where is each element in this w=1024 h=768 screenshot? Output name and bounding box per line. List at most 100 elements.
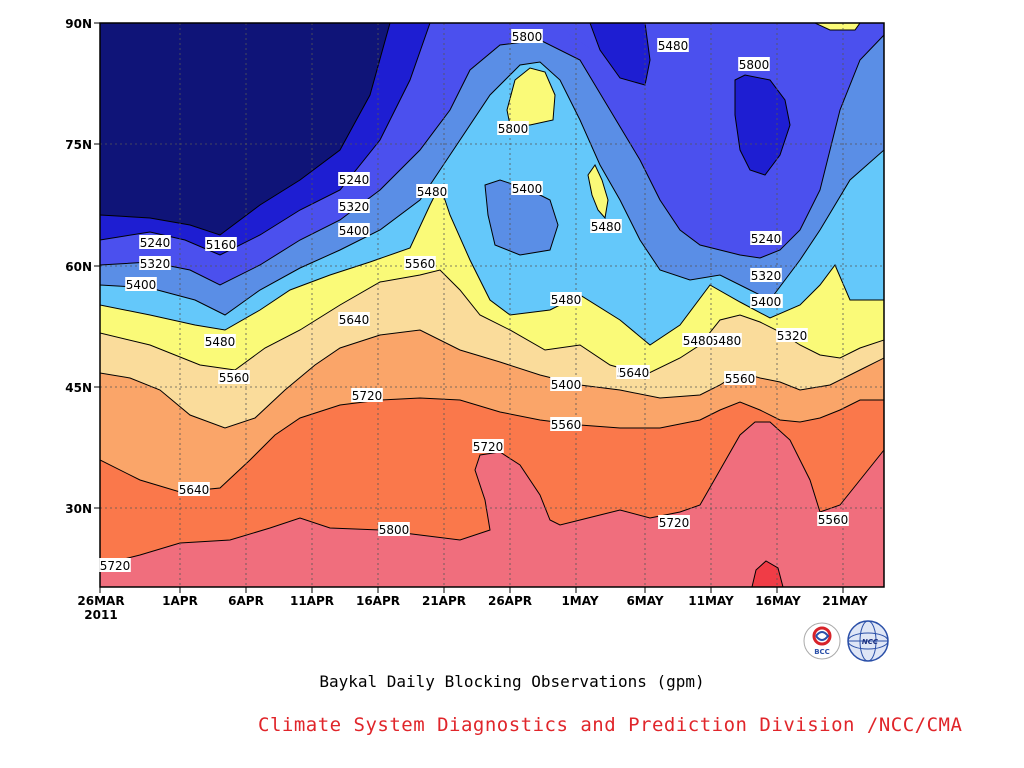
contour-label-box <box>817 512 849 526</box>
center-5480-small <box>587 164 609 220</box>
chart-title: Baykal Daily Blocking Observations (gpm) <box>319 672 705 691</box>
contour-label: 5720 <box>659 516 690 530</box>
contour-label: 5480 <box>205 335 236 349</box>
contour-label: 5800 <box>739 58 770 72</box>
contour-label: 5480 <box>591 220 622 234</box>
contour-label: 5720 <box>100 559 131 573</box>
contour-label-box <box>724 371 756 385</box>
x-tick-label: 1APR <box>162 594 198 608</box>
contour-label-box <box>338 199 370 213</box>
contour-label-box <box>750 231 782 245</box>
contour-label-box <box>338 172 370 186</box>
y-tick-label: 30N <box>65 502 92 516</box>
y-tick-label: 75N <box>65 138 92 152</box>
contour-label: 5320 <box>140 257 171 271</box>
y-tick-labels: 90N 75N 60N 45N 30N <box>65 17 92 516</box>
bcc-logo-text: BCC <box>814 648 830 656</box>
contour-label-box <box>338 223 370 237</box>
contour-label-box <box>776 328 808 342</box>
contour-label-box <box>658 515 690 529</box>
contour-label: 5560 <box>818 513 849 527</box>
contour-label-box <box>550 292 582 306</box>
contour-label: 5240 <box>751 232 782 246</box>
contour-label: 5640 <box>179 483 210 497</box>
contour-label: 5800 <box>512 30 543 44</box>
contour-label: 5160 <box>206 238 237 252</box>
contour-label: 5720 <box>473 440 504 454</box>
x-tick-labels: 26MAR 2011 1APR 6APR 11APR 16APR 21APR 2… <box>77 594 868 622</box>
plot-frame <box>99 22 885 588</box>
contour-label: 5480 <box>683 334 714 348</box>
contour-label-box <box>750 268 782 282</box>
contour-label: 5400 <box>339 224 370 238</box>
contour-label: 5560 <box>405 257 436 271</box>
contour-label-box <box>618 365 650 379</box>
contour-label: 5240 <box>339 173 370 187</box>
x-tick-year: 2011 <box>84 608 117 622</box>
contour-label: 5560 <box>725 372 756 386</box>
contour-label-box <box>682 333 714 347</box>
contour-label: 5560 <box>219 371 250 385</box>
contour-label-box <box>738 57 770 71</box>
contour-label: 5480 <box>711 334 742 348</box>
x-tick-label: 16MAY <box>755 594 801 608</box>
contour-label-box <box>550 377 582 391</box>
contour-label: 5320 <box>777 329 808 343</box>
contour-label: 5400 <box>551 378 582 392</box>
y-tick-label: 45N <box>65 381 92 395</box>
contour-label: 5800 <box>498 122 529 136</box>
contour-label: 5480 <box>658 39 689 53</box>
contour-label-box <box>590 219 622 233</box>
x-tick-label: 1MAY <box>561 594 598 608</box>
contour-label: 5800 <box>379 523 410 537</box>
y-tick-label: 90N <box>65 17 92 31</box>
contour-label-box <box>710 333 742 347</box>
contour-label-box <box>205 237 237 251</box>
x-tick-label: 11MAY <box>688 594 734 608</box>
x-tick-label: 21APR <box>422 594 466 608</box>
contour-label-box <box>204 334 236 348</box>
contour-label-box <box>378 522 410 536</box>
contour-label: 5240 <box>140 236 171 250</box>
x-tick-label: 6MAY <box>626 594 663 608</box>
contour-label-box <box>139 256 171 270</box>
contour-label: 5320 <box>339 200 370 214</box>
band-5800-5880 <box>100 421 884 587</box>
contour-label: 5400 <box>751 295 782 309</box>
contour-label: 5400 <box>512 182 543 196</box>
contour-label-box <box>511 181 543 195</box>
y-tick-label: 60N <box>65 260 92 274</box>
band-above-5880 <box>751 560 784 587</box>
x-tick-label: 21MAY <box>822 594 868 608</box>
grid <box>100 23 884 587</box>
center-5480-ne <box>814 23 861 31</box>
ncc-logo-text: NCC <box>862 638 879 646</box>
contour-label: 5480 <box>551 293 582 307</box>
contour-label-box <box>657 38 689 52</box>
x-tick-label: 11APR <box>290 594 334 608</box>
contour-label: 5720 <box>352 389 383 403</box>
bcc-logo: BCC <box>803 622 841 660</box>
contour-label-box <box>550 417 582 431</box>
contour-label-box <box>472 439 504 453</box>
contour-labels: 5240 5160 5320 5400 5480 5560 5640 5720 5800 5240… <box>99 29 849 573</box>
contour-label-box <box>125 277 157 291</box>
contour-label: 5640 <box>339 313 370 327</box>
contour-label: 5400 <box>126 278 157 292</box>
contour-label-box <box>497 121 529 135</box>
tick-marks <box>94 22 844 593</box>
contour-label-box <box>178 482 210 496</box>
center-5240-east <box>734 74 791 176</box>
credit-line: Climate System Diagnostics and Predictio… <box>258 714 963 736</box>
x-tick-label: 16APR <box>356 594 400 608</box>
contour-label-box <box>404 256 436 270</box>
contour-label: 5640 <box>619 366 650 380</box>
contour-label-box <box>750 294 782 308</box>
contour-label-box <box>511 29 543 43</box>
x-tick-label: 26APR <box>488 594 532 608</box>
contour-label-box <box>218 370 250 384</box>
contour-label-box <box>338 312 370 326</box>
x-tick-label: 6APR <box>228 594 264 608</box>
contour-label-box <box>139 235 171 249</box>
x-tick-label: 26MAR <box>77 594 124 608</box>
